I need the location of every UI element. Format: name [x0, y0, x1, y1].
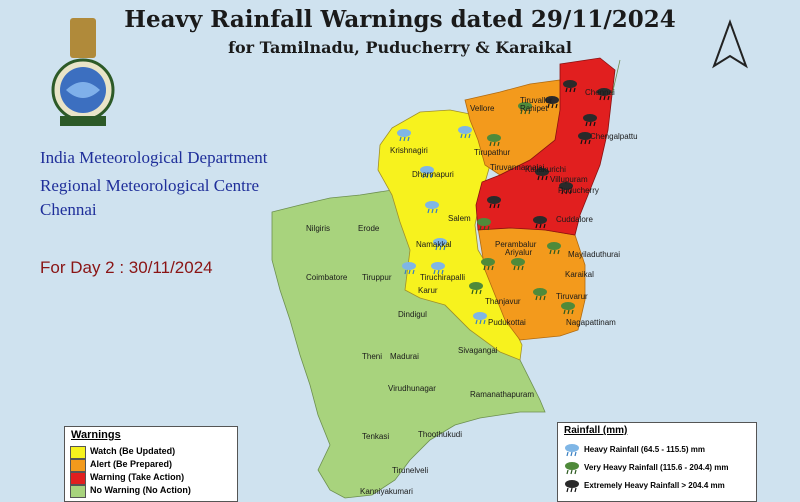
place-label: Villupuram	[550, 175, 588, 184]
place-label: Krishnagiri	[390, 146, 428, 155]
place-label: Mayiladuthurai	[568, 250, 621, 259]
extremely-heavy-rain-cloud-icon	[565, 480, 579, 493]
very-heavy-rain-cloud-icon	[565, 462, 579, 475]
north-arrow-icon	[712, 19, 748, 69]
legend-swatch-alert	[70, 459, 86, 472]
rainfall-label: Extremely Heavy Rainfall > 204.4 mm	[584, 481, 725, 490]
rainfall-label: Very Heavy Rainfall (115.6 - 204.4) mm	[584, 463, 729, 472]
place-label: Pudukottai	[488, 318, 526, 327]
map-subtitle: for Tamilnadu, Puducherry & Karaikal	[228, 38, 572, 57]
org-line-3: Chennai	[40, 200, 97, 219]
place-label: Perambalur	[495, 240, 537, 249]
forecast-day: For Day 2 : 30/11/2024	[40, 258, 213, 277]
map-title: Heavy Rainfall Warnings dated 29/11/2024	[124, 6, 676, 33]
place-label: Coimbatore	[306, 273, 348, 282]
place-label: Tiruppur	[362, 273, 392, 282]
place-label: Tirupathur	[474, 148, 511, 157]
place-label: Thoothukudi	[418, 430, 463, 439]
place-label: Sivagangai	[458, 346, 498, 355]
rainfall-legend-title: Rainfall (mm)	[564, 425, 628, 436]
place-label: Vellore	[470, 104, 495, 113]
rainfall-legend: Rainfall (mm) Heavy Rainfall (64.5 - 115…	[557, 422, 757, 502]
place-label: Nagapattinam	[566, 318, 616, 327]
place-label: Tiruvarur	[556, 292, 588, 301]
place-label: Namakkal	[416, 240, 452, 249]
legend-label: No Warning (No Action)	[90, 485, 191, 495]
imd-emblem-icon	[51, 18, 115, 126]
place-label: Chengalpattu	[590, 132, 638, 141]
place-label: Theni	[362, 352, 383, 361]
legend-label: Watch (Be Updated)	[90, 446, 176, 456]
place-label: Thanjavur	[485, 297, 521, 306]
rainfall-label: Heavy Rainfall (64.5 - 115.5) mm	[584, 445, 705, 454]
place-label: Karur	[418, 286, 438, 295]
legend-swatch-warning	[70, 472, 86, 485]
place-label: Tenkasi	[362, 432, 390, 441]
place-label: Karaikal	[565, 270, 594, 279]
place-label: Ariyalur	[505, 248, 533, 257]
place-label: Madurai	[390, 352, 419, 361]
place-label: Ranipet	[520, 104, 548, 113]
place-label: Tiruvannamalai	[490, 163, 545, 172]
place-label: Tirunelveli	[392, 466, 429, 475]
place-label: Nilgiris	[306, 224, 330, 233]
place-label: Dindigul	[398, 310, 427, 319]
place-label: Tiruchirapalli	[420, 273, 466, 282]
place-label: Dharmapuri	[412, 170, 454, 179]
place-label: Kanniyakumari	[360, 487, 413, 496]
legend-label: Warning (Take Action)	[90, 472, 185, 482]
place-label: Salem	[448, 214, 471, 223]
org-line-1: India Meteorological Department	[40, 148, 268, 167]
warnings-legend-title: Warnings	[71, 429, 121, 441]
org-line-2: Regional Meteorological Centre	[40, 176, 260, 195]
place-label: Virudhunagar	[388, 384, 436, 393]
warnings-legend: Warnings Watch (Be Updated) Alert (Be Pr…	[64, 426, 238, 502]
place-label: Kallakurichi	[525, 165, 566, 174]
legend-label: Alert (Be Prepared)	[90, 459, 173, 469]
place-label: Cuddalore	[556, 215, 593, 224]
legend-swatch-watch	[70, 446, 86, 459]
heavy-rain-cloud-icon	[565, 444, 579, 457]
place-label: Tiruvallur	[520, 96, 553, 105]
place-label: Puducherry	[558, 186, 599, 195]
place-label: Chennai	[585, 88, 615, 97]
place-label: Erode	[358, 224, 380, 233]
legend-swatch-no-warning	[70, 485, 86, 498]
place-label: Ramanathapuram	[470, 390, 535, 399]
